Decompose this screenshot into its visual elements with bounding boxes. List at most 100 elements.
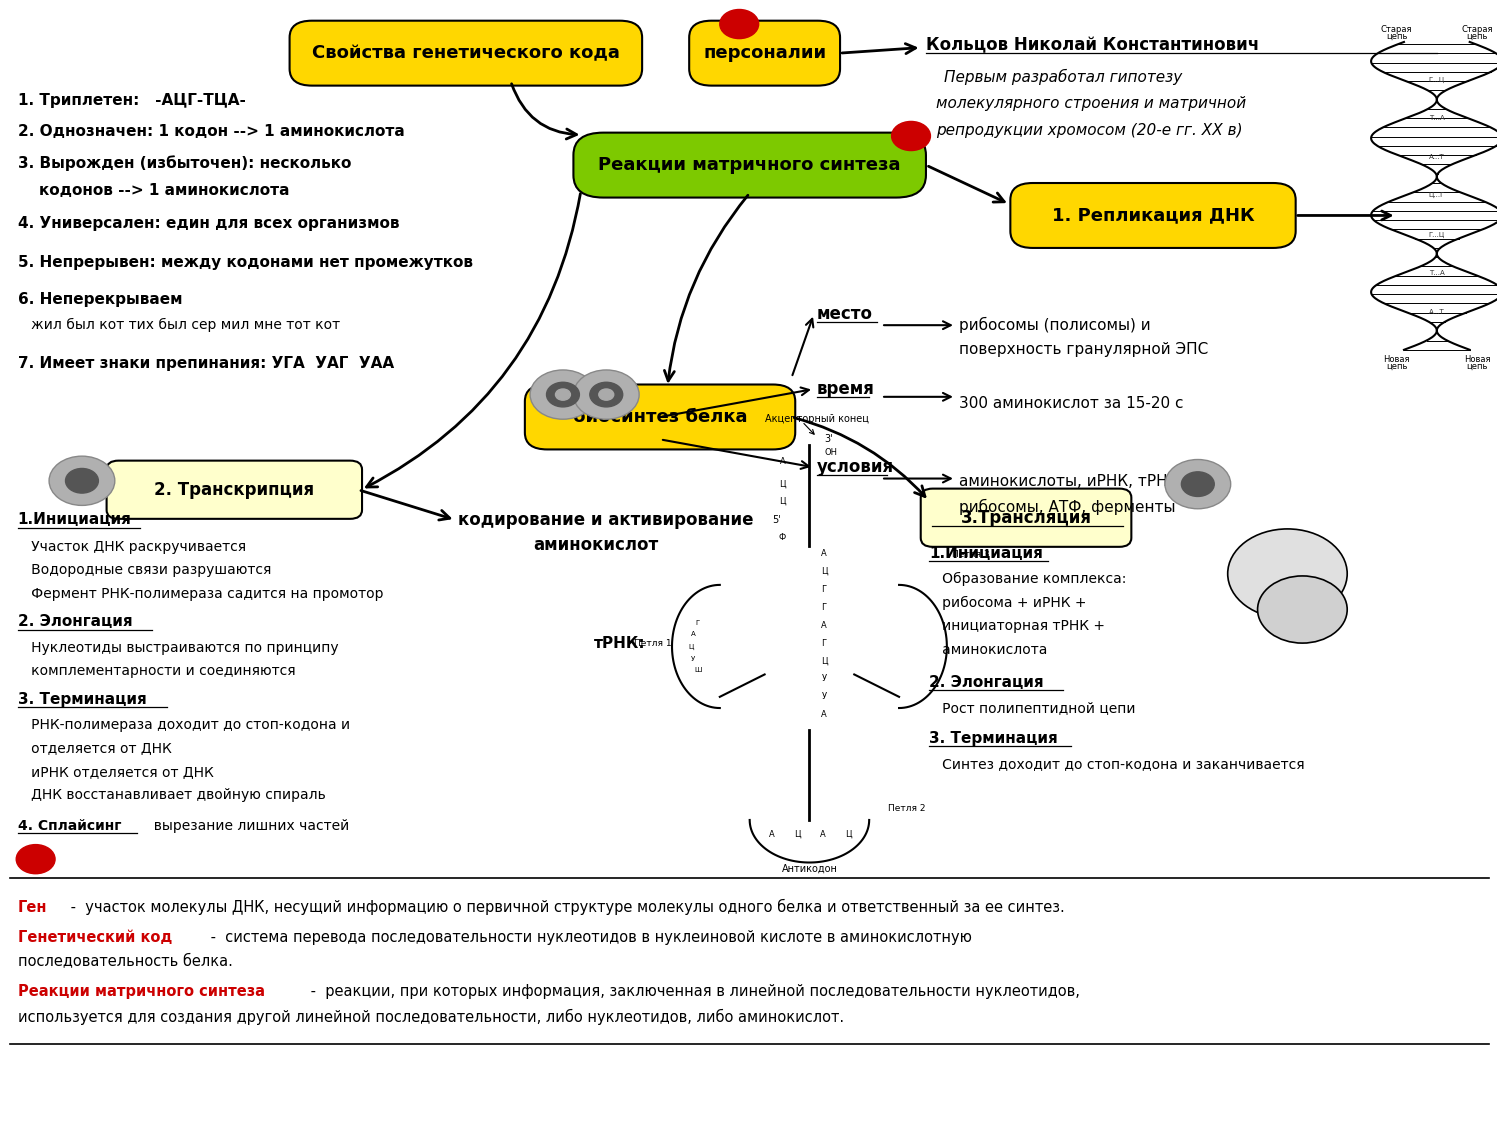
Circle shape <box>1227 529 1347 619</box>
Text: 3. Терминация: 3. Терминация <box>928 731 1058 746</box>
Circle shape <box>1182 471 1215 496</box>
Text: молекулярного строения и матричной: молекулярного строения и матричной <box>936 96 1246 111</box>
Text: цепь: цепь <box>1467 32 1488 40</box>
Circle shape <box>66 468 99 493</box>
Text: У: У <box>690 656 694 663</box>
Text: Т...А: Т...А <box>1430 270 1444 276</box>
Text: А: А <box>822 549 827 558</box>
Text: персоналии: персоналии <box>704 44 827 62</box>
Text: Реакции матричного синтеза: Реакции матричного синтеза <box>598 156 902 174</box>
Text: 1. Триплетен:   -АЦГ-ТЦА-: 1. Триплетен: -АЦГ-ТЦА- <box>18 92 246 108</box>
Text: время: время <box>818 380 874 398</box>
FancyBboxPatch shape <box>921 488 1131 547</box>
Text: Нуклеотиды выстраиваются по принципу: Нуклеотиды выстраиваются по принципу <box>18 640 339 655</box>
Circle shape <box>546 382 579 407</box>
Text: Старая: Старая <box>1461 25 1492 34</box>
Text: аминокислот: аминокислот <box>532 536 658 554</box>
Text: Ф: Ф <box>778 533 786 542</box>
Text: 1.Инициация: 1.Инициация <box>18 513 132 528</box>
FancyBboxPatch shape <box>106 460 361 519</box>
Text: Ц...Г: Ц...Г <box>1428 192 1444 198</box>
Text: 2. Однозначен: 1 кодон --> 1 аминокислота: 2. Однозначен: 1 кодон --> 1 аминокислот… <box>18 124 405 140</box>
Text: репродукции хромосом (20-е гг. XX в): репродукции хромосом (20-е гг. XX в) <box>936 123 1244 138</box>
Text: цепь: цепь <box>1386 32 1407 40</box>
Text: тРНК:: тРНК: <box>594 636 646 650</box>
Text: ОН: ОН <box>825 448 837 457</box>
Text: А: А <box>822 621 827 630</box>
Text: РНК-полимераза доходит до стоп-кодона и: РНК-полимераза доходит до стоп-кодона и <box>18 718 350 732</box>
Text: Рост полипептидной цепи: Рост полипептидной цепи <box>928 701 1136 716</box>
Text: 2. Элонгация: 2. Элонгация <box>18 614 132 629</box>
Text: Ц: Ц <box>822 657 828 666</box>
Text: Г: Г <box>822 585 827 594</box>
Text: Фермент РНК-полимераза садится на промотор: Фермент РНК-полимераза садится на промот… <box>18 587 382 601</box>
Text: Г...Ц: Г...Ц <box>1428 76 1444 83</box>
Text: Петля 3: Петля 3 <box>952 550 990 559</box>
Text: аминокислота: аминокислота <box>928 642 1047 657</box>
FancyBboxPatch shape <box>688 20 840 86</box>
Text: -  система перевода последовательности нуклеотидов в нуклеиновой кислоте в амино: - система перевода последовательности ну… <box>206 930 972 945</box>
Text: Т...А: Т...А <box>1430 115 1444 121</box>
Text: рибосомы, АТФ, ферменты: рибосомы, АТФ, ферменты <box>958 498 1176 514</box>
Text: 3': 3' <box>825 434 833 444</box>
FancyBboxPatch shape <box>290 20 642 86</box>
Text: иРНК отделяется от ДНК: иРНК отделяется от ДНК <box>18 765 213 778</box>
Text: цепь: цепь <box>1467 362 1488 371</box>
Text: А: А <box>770 830 776 839</box>
Text: Ц: Ц <box>778 479 786 488</box>
Text: Водородные связи разрушаются: Водородные связи разрушаются <box>18 564 272 577</box>
Text: Ц: Ц <box>778 496 786 505</box>
Text: А...Т: А...Т <box>1430 308 1444 315</box>
Text: Ц: Ц <box>794 830 801 839</box>
Text: У: У <box>822 692 827 701</box>
Text: Участок ДНК раскручивается: Участок ДНК раскручивается <box>18 540 246 554</box>
Text: Синтез доходит до стоп-кодона и заканчивается: Синтез доходит до стоп-кодона и заканчив… <box>928 757 1305 771</box>
Text: А: А <box>821 830 827 839</box>
FancyBboxPatch shape <box>573 133 926 198</box>
Text: место: место <box>818 305 873 323</box>
Circle shape <box>573 370 639 420</box>
Circle shape <box>720 9 759 38</box>
Text: 5. Непрерывен: между кодонами нет промежутков: 5. Непрерывен: между кодонами нет промеж… <box>18 255 472 270</box>
Circle shape <box>598 389 613 400</box>
Text: Ген: Ген <box>18 900 46 915</box>
Text: Петля 1: Петля 1 <box>634 639 672 648</box>
Text: инициаторная тРНК +: инициаторная тРНК + <box>928 619 1106 633</box>
Text: Образование комплекса:: Образование комплекса: <box>928 573 1126 586</box>
FancyBboxPatch shape <box>525 385 795 449</box>
Text: Свойства генетического кода: Свойства генетического кода <box>312 44 620 62</box>
Text: Г: Г <box>822 639 827 648</box>
Text: вырезание лишних частей: вырезание лишних частей <box>144 819 350 832</box>
Text: 1.Инициация: 1.Инициация <box>928 546 1042 561</box>
Text: последовательность белка.: последовательность белка. <box>18 954 232 969</box>
Text: Кольцов Николай Константинович: Кольцов Николай Константинович <box>926 36 1258 54</box>
Circle shape <box>891 122 930 151</box>
Circle shape <box>50 456 116 505</box>
Text: кодонов --> 1 аминокислота: кодонов --> 1 аминокислота <box>18 183 290 198</box>
Text: 2. Транскрипция: 2. Транскрипция <box>154 480 315 498</box>
Text: -  участок молекулы ДНК, несущий информацию о первичной структуре молекулы одног: - участок молекулы ДНК, несущий информац… <box>66 899 1065 916</box>
Text: 2. Элонгация: 2. Элонгация <box>928 675 1044 690</box>
Text: жил был кот тих был сер мил мне тот кот: жил был кот тих был сер мил мне тот кот <box>18 318 340 332</box>
FancyBboxPatch shape <box>1011 183 1296 248</box>
Text: комплементарности и соединяются: комплементарности и соединяются <box>18 664 296 678</box>
Text: 5': 5' <box>772 515 782 525</box>
Text: 300 аминокислот за 15-20 с: 300 аминокислот за 15-20 с <box>958 396 1184 411</box>
Text: кодирование и активирование: кодирование и активирование <box>459 511 754 529</box>
Text: рибосомы (полисомы) и: рибосомы (полисомы) и <box>958 317 1150 333</box>
Text: 3. Вырожден (избыточен): несколько: 3. Вырожден (избыточен): несколько <box>18 155 351 171</box>
Text: Ш: Ш <box>694 667 702 673</box>
Text: Г: Г <box>822 603 827 612</box>
Circle shape <box>530 370 596 420</box>
Text: цепь: цепь <box>1386 362 1407 371</box>
Text: 6. Неперекрываем: 6. Неперекрываем <box>18 291 182 307</box>
Text: А: А <box>780 457 786 466</box>
Circle shape <box>590 382 622 407</box>
Text: аминокислоты, иРНК, тРНК,: аминокислоты, иРНК, тРНК, <box>958 475 1184 489</box>
Text: Г...Ц: Г...Ц <box>1428 232 1444 237</box>
Text: Антикодон: Антикодон <box>782 864 837 873</box>
Text: 1. Репликация ДНК: 1. Репликация ДНК <box>1052 207 1254 225</box>
Text: поверхность гранулярной ЭПС: поверхность гранулярной ЭПС <box>958 342 1208 358</box>
Text: А: А <box>822 710 827 719</box>
Text: Петля 2: Петля 2 <box>888 804 926 813</box>
